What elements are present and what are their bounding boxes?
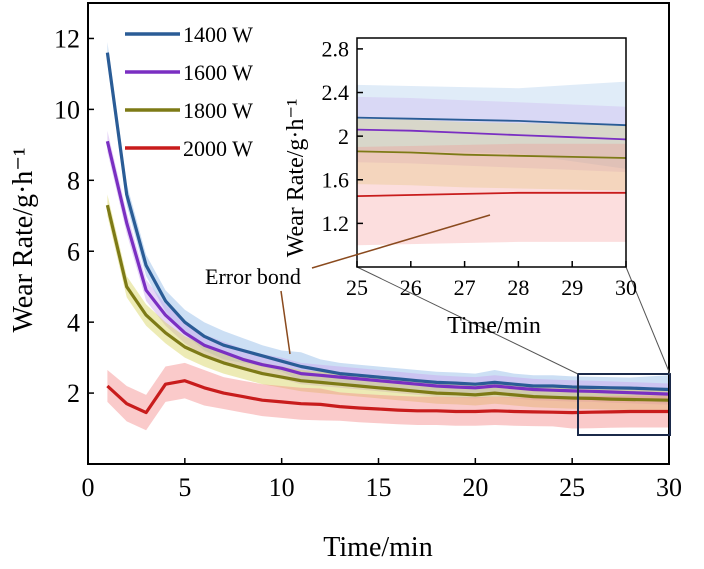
error-bond-pointer-to-inset: [311, 214, 491, 269]
inset-x-tick-label: 30: [615, 275, 637, 300]
inset-y-tick-label: 1.6: [322, 167, 350, 192]
inset-y-tick-label: 2.8: [322, 37, 350, 62]
main-x-tick-label: 30: [656, 473, 682, 502]
main-y-tick-label: 8: [67, 166, 80, 195]
main-x-tick-label: 10: [269, 473, 295, 502]
zoom-connector-left: [356, 266, 579, 375]
inset-band-2000w: [357, 143, 626, 246]
inset-x-axis-label: Time/min: [447, 313, 541, 339]
x-axis-label: Time/min: [323, 532, 432, 563]
inset-y-tick-label: 2: [338, 124, 349, 149]
main-y-tick-label: 10: [54, 95, 80, 124]
main-x-tick-label: 25: [559, 473, 585, 502]
inset-x-tick-label: 25: [346, 275, 368, 300]
inset-y-tick-label: 1.2: [322, 211, 350, 236]
inset-plot-frame: [356, 37, 627, 268]
inset-line-2000w: [357, 191, 626, 197]
main-band-2000w: [107, 362, 669, 431]
main-line-1600w: [105, 140, 670, 396]
inset-x-tick-label: 26: [400, 275, 422, 300]
legend: 1400 W 1600 W 1800 W 2000 W: [125, 22, 253, 161]
inset-x-tick-label: 29: [561, 275, 583, 300]
main-line-1400w: [105, 52, 670, 392]
legend-label: 1600 W: [183, 60, 253, 85]
main-series-lines: [105, 52, 670, 415]
main-x-tick-label: 5: [178, 473, 191, 502]
inset-x-tick-label: 28: [507, 275, 529, 300]
main-y-tick-label: 2: [67, 379, 80, 408]
inset-line-1400w: [357, 116, 626, 127]
error-bond-pointer-to-main: [280, 290, 291, 355]
inset-band-1400w: [357, 81, 626, 169]
main-line-2000w: [106, 379, 669, 415]
inset-line-1600w: [357, 128, 626, 141]
inset-y-axis-label: Wear Rate/g·h⁻¹: [283, 99, 309, 258]
inset-x-tick-label: 27: [454, 275, 476, 300]
main-y-tick-label: 12: [54, 25, 80, 54]
inset-error-bands: [357, 81, 626, 246]
inset-axis-ticks: 25 26 27 28 29 30 1.2 1.6 2 2.4 2.8: [322, 37, 638, 300]
main-x-tick-label: 0: [82, 473, 95, 502]
legend-label: 1800 W: [183, 98, 253, 123]
main-x-tick-label: 15: [366, 473, 392, 502]
y-axis-label: Wear Rate/g·h⁻¹: [8, 148, 39, 333]
inset-line-1800w: [357, 150, 626, 159]
main-line-1800w: [105, 204, 670, 402]
main-y-tick-label: 6: [67, 237, 80, 266]
zoom-region-box: [577, 373, 671, 436]
inset-y-tick-label: 2.4: [322, 80, 350, 105]
main-y-tick-label: 4: [67, 308, 80, 337]
legend-label: 1400 W: [183, 22, 253, 47]
zoom-connector-right: [625, 266, 671, 375]
legend-label: 2000 W: [183, 136, 253, 161]
inset-series-lines: [357, 116, 626, 197]
error-bond-annotation: Error bond: [205, 264, 301, 289]
main-axis-ticks: 0 5 10 15 20 25 30 2 4 6 8 10 12: [54, 25, 682, 502]
main-x-tick-label: 20: [462, 473, 488, 502]
